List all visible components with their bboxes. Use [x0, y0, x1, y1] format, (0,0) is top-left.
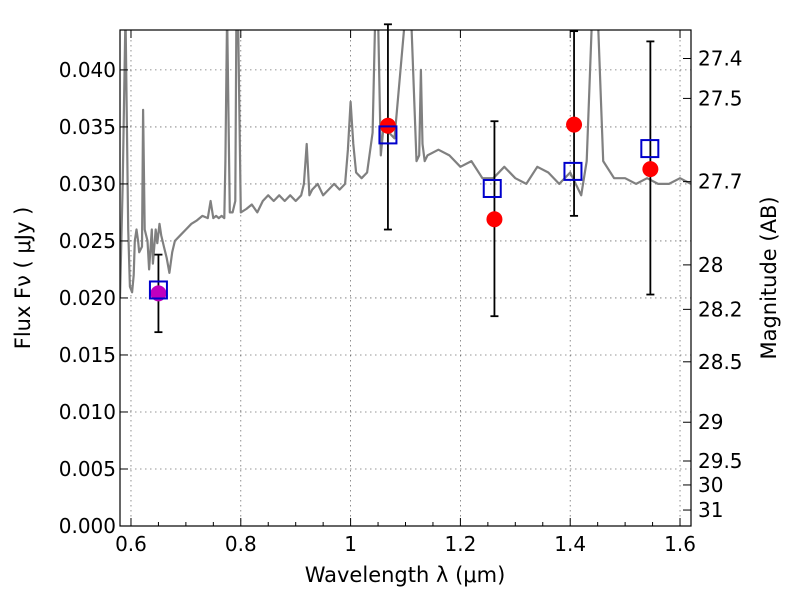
model-marker — [640, 139, 660, 159]
y-right-tick-label: 27.4 — [698, 47, 743, 71]
x-tick-label: 0.8 — [225, 532, 257, 556]
x-tick-label: 1.4 — [554, 532, 586, 556]
y-tick-label: 0.025 — [59, 229, 116, 253]
y-tick-label: 0.040 — [59, 58, 116, 82]
y-tick-label: 0.020 — [59, 286, 116, 310]
y-right-tick-label: 27.7 — [698, 170, 743, 194]
model-marker — [378, 125, 398, 145]
y-tick-label: 0.015 — [59, 343, 116, 367]
model-marker — [148, 280, 168, 300]
data-point — [150, 285, 167, 302]
data-point — [566, 116, 583, 133]
model-marker — [482, 178, 502, 198]
y-right-tick-label: 30 — [698, 473, 723, 497]
y-tick-label: 0.010 — [59, 400, 116, 424]
data-point — [642, 161, 659, 178]
y-right-tick-label: 28.2 — [698, 297, 743, 321]
series-layer — [120, 23, 691, 334]
y-right-tick-label: 29 — [698, 410, 723, 434]
y-tick-label: 0.035 — [59, 115, 116, 139]
y-tick-label: 0.000 — [59, 514, 116, 538]
data-point — [486, 211, 503, 228]
plot-background — [120, 30, 691, 526]
y-tick-label: 0.030 — [59, 172, 116, 196]
x-axis-label: Wavelength λ (μm) — [305, 563, 506, 587]
y-tick-label: 0.005 — [59, 457, 116, 481]
x-tick-label: 1.6 — [664, 532, 696, 556]
x-tick-label: 1 — [344, 532, 357, 556]
ticks: 0.6 0.8 1 1.2 1.4 1.6 0.000 0.005 0.010 0.015 0.02… — [59, 30, 743, 556]
spectrum-line — [120, 30, 691, 299]
y-right-tick-label: 27.5 — [698, 86, 743, 110]
y-axis-label: Flux Fν ( μJy ) — [11, 207, 35, 350]
y-right-tick-label: 28 — [698, 253, 723, 277]
y-right-tick-label: 29.5 — [698, 449, 743, 473]
grid — [120, 30, 691, 526]
model-marker — [563, 161, 583, 181]
y-right-tick-label: 28.5 — [698, 350, 743, 374]
x-tick-label: 0.6 — [115, 532, 147, 556]
x-tick-label: 1.2 — [444, 532, 476, 556]
y-axis-right-label: Magnitude (AB) — [757, 196, 781, 359]
y-right-tick-label: 31 — [698, 498, 723, 522]
